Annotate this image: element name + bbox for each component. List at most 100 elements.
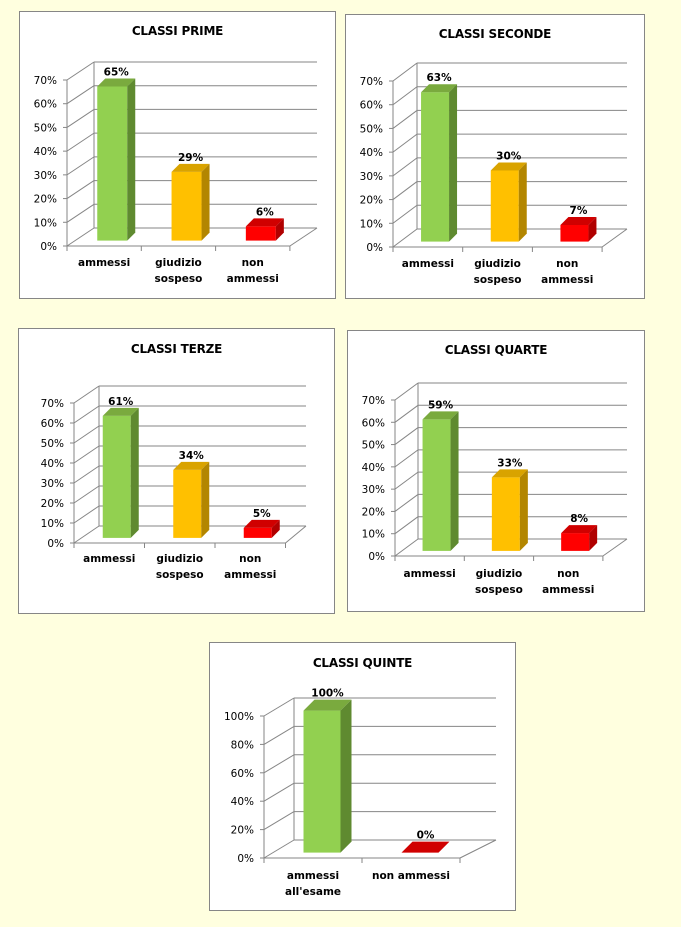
chart-title: CLASSI SECONDE [438,27,552,41]
y-tick-label: 0% [47,538,64,550]
category-label: ammessi [227,273,279,285]
chart-classi-seconde: CLASSI SECONDE 0% 10% 20% 30% 40% 50% 60% 70% 63… [345,14,645,299]
y-tick-label: 10% [34,217,57,229]
data-label: 65% [104,66,130,78]
bar-non-ammessi [401,841,450,853]
data-label: 6% [256,206,274,218]
chart-plot-area: 0% 10% 20% 30% 40% 50% 60% 70% 65% ammessi 29% giud… [34,61,318,285]
y-tick-label: 70% [41,398,64,410]
bar-non-ammessi [245,218,284,241]
y-tick-label: 70% [362,395,385,407]
y-tick-label: 30% [362,484,385,496]
y-tick-label: 20% [41,498,64,510]
category-label: giudizio [474,258,521,270]
y-tick-label: 40% [362,462,385,474]
category-label: ammessi [541,274,593,286]
y-tick-label: 50% [34,122,57,134]
data-label: 100% [311,688,344,700]
bar-non-ammessi [561,525,598,551]
chart-title: CLASSI QUINTE [312,656,413,670]
y-tick-label: 50% [360,123,383,135]
category-label: non [556,258,578,270]
chart-plot-area: 0% 20% 40% 60% 80% 100% 100% ammessi all'esame 0%… [224,688,497,898]
category-label: all'esame [285,886,341,898]
y-tick-label: 60% [362,417,385,429]
category-label: sospeso [156,569,204,581]
bar-giudizio-sospeso [491,469,528,551]
bar-ammessi [102,407,139,538]
y-tick-label: 20% [34,194,57,206]
y-tick-label: 70% [360,76,383,88]
chart-plot-area: 0% 10% 20% 30% 40% 50% 60% 70% 63% ammessi 30% giud… [360,62,628,286]
data-label: 61% [108,396,134,408]
y-tick-label: 60% [360,100,383,112]
data-label: 59% [428,399,454,411]
chart-plot-area: 0% 10% 20% 30% 40% 50% 60% 70% 61% ammessi 34% giud… [41,385,307,581]
y-tick-label: 40% [360,147,383,159]
category-label: ammessi [404,568,456,580]
y-tick-label: 40% [231,796,254,808]
bar-ammessi [421,84,458,242]
category-label: giudizio [155,257,202,269]
data-label: 5% [253,508,271,520]
y-tick-label: 20% [231,825,254,837]
category-label: sospeso [155,273,203,285]
y-tick-label: 10% [41,518,64,530]
y-tick-label: 100% [224,711,254,723]
chart-title: CLASSI PRIME [131,24,224,38]
y-tick-label: 30% [34,170,57,182]
chart-classi-prime: CLASSI PRIME 0% 10% 20% 30% 40% 50% 60% 70% 65% a… [19,11,336,299]
category-label: ammessi [542,584,594,596]
y-tick-label: 30% [41,478,64,490]
category-label: non [557,568,579,580]
y-tick-label: 40% [41,458,64,470]
bar-ammessi [97,78,136,241]
y-tick-label: 70% [34,75,57,87]
y-tick-label: 50% [362,440,385,452]
data-label: 8% [570,513,588,525]
data-label: 63% [426,72,452,84]
category-label: giudizio [476,568,523,580]
category-label: ammessi [224,569,276,581]
bar-ammessi-all-esame [303,699,352,853]
y-tick-label: 60% [41,418,64,430]
category-label: ammessi [83,553,135,565]
y-tick-label: 40% [34,146,57,158]
bar-non-ammessi [243,519,280,538]
chart-classi-quinte: CLASSI QUINTE 0% 20% 40% 60% 80% 100% 100% amme… [209,642,516,911]
y-tick-label: 0% [368,551,385,563]
chart-plot-area: 0% 10% 20% 30% 40% 50% 60% 70% 59% ammessi 33% giud… [362,382,628,596]
y-tick-label: 20% [360,195,383,207]
y-tick-label: 0% [237,853,254,865]
y-tick-label: 50% [41,438,64,450]
y-tick-label: 0% [40,241,57,253]
chart-classi-quarte: CLASSI QUARTE 0% 10% 20% 30% 40% 50% 60% 70% 59%… [347,330,645,612]
data-label: 33% [497,457,523,469]
category-label: giudizio [156,553,203,565]
category-label: non [242,257,264,269]
data-label: 29% [178,152,204,164]
y-tick-label: 10% [362,529,385,541]
gridlines [260,697,497,863]
y-tick-label: 60% [34,99,57,111]
data-label: 0% [417,830,435,842]
category-label: non ammessi [372,870,450,882]
bar-giudizio-sospeso [173,461,210,538]
data-label: 30% [496,150,522,162]
category-label: sospeso [474,274,522,286]
bar-non-ammessi [560,217,597,242]
category-label: non [239,553,261,565]
category-label: ammessi [287,870,339,882]
bar-ammessi [422,411,459,551]
chart-classi-terze: CLASSI TERZE 0% 10% 20% 30% 40% 50% 60% 70% 61% a… [18,328,335,614]
category-label: ammessi [78,257,130,269]
y-tick-label: 10% [360,218,383,230]
category-label: sospeso [475,584,523,596]
y-tick-label: 0% [366,242,383,254]
data-label: 34% [179,450,205,462]
y-tick-label: 30% [360,171,383,183]
y-tick-label: 80% [231,739,254,751]
chart-title: CLASSI QUARTE [444,343,548,357]
y-tick-label: 60% [231,768,254,780]
bar-giudizio-sospeso [171,163,210,241]
